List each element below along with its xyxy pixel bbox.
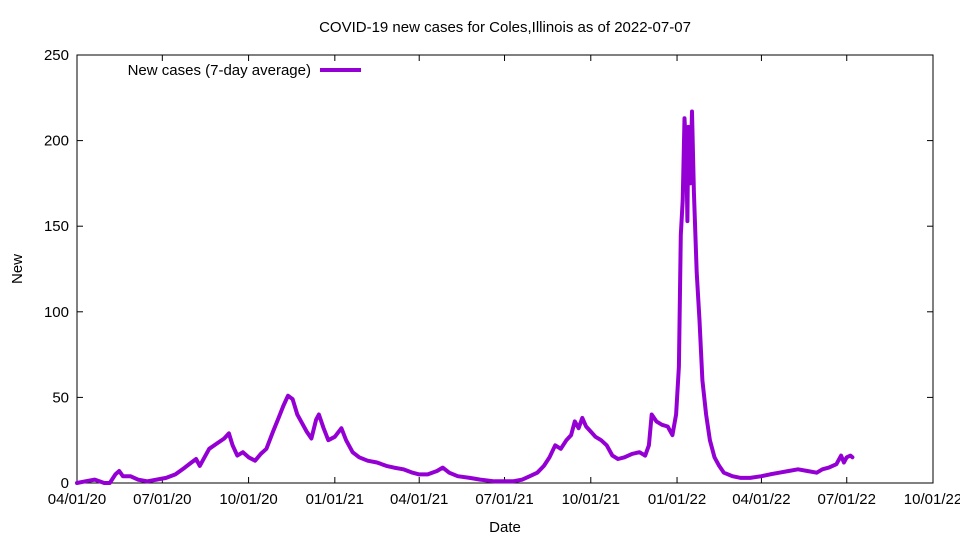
x-tick-label: 10/01/20 <box>219 491 277 508</box>
legend: New cases (7-day average) <box>128 62 361 79</box>
x-tick-label: 01/01/21 <box>306 491 364 508</box>
x-tick-label: 04/01/22 <box>732 491 790 508</box>
y-tick-label: 100 <box>44 304 69 321</box>
x-tick-label: 04/01/21 <box>390 491 448 508</box>
x-tick-label: 04/01/20 <box>48 491 106 508</box>
y-axis-label: New <box>9 254 26 284</box>
y-tick-label: 50 <box>52 389 69 406</box>
x-axis-label: Date <box>489 519 521 536</box>
axis-ticks: 04/01/20 07/01/20 10/01/20 01/01/21 04/01/21… <box>44 47 960 508</box>
y-tick-label: 150 <box>44 218 69 235</box>
x-tick-label: 07/01/20 <box>133 491 191 508</box>
y-tick-label: 0 <box>61 475 69 492</box>
series-layer <box>75 109 855 485</box>
series-line-0 <box>75 109 855 485</box>
y-tick-label: 200 <box>44 133 69 150</box>
plot-frame <box>76 54 934 484</box>
x-tick-label: 07/01/22 <box>818 491 876 508</box>
x-tick-label: 10/01/21 <box>562 491 620 508</box>
x-tick-label: 07/01/21 <box>475 491 533 508</box>
chart-title: COVID-19 new cases for Coles,Illinois as… <box>319 19 691 36</box>
x-tick-label: 01/01/22 <box>648 491 706 508</box>
legend-label: New cases (7-day average) <box>128 62 311 79</box>
x-tick-label: 10/01/22 <box>904 491 960 508</box>
y-tick-label: 250 <box>44 47 69 64</box>
